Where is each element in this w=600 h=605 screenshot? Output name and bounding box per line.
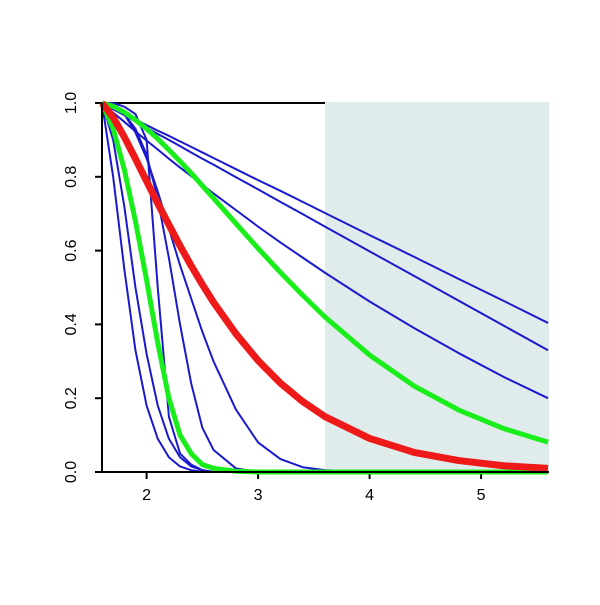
x-tick-label: 3 <box>254 487 263 504</box>
y-tick-label: 0.4 <box>63 313 80 335</box>
y-tick-label: 0.8 <box>63 166 80 188</box>
x-tick-label: 2 <box>142 487 151 504</box>
y-tick-label: 0.0 <box>63 461 80 483</box>
x-tick-label: 4 <box>365 487 374 504</box>
series-line <box>99 100 549 472</box>
series-line <box>101 102 549 400</box>
highlight-region <box>325 102 549 471</box>
series-line <box>101 100 549 445</box>
y-tick-label: 0.2 <box>63 387 80 409</box>
y-tick-label: 1.0 <box>63 92 80 114</box>
x-tick-label: 5 <box>477 487 486 504</box>
y-tick-label: 0.6 <box>63 239 80 261</box>
